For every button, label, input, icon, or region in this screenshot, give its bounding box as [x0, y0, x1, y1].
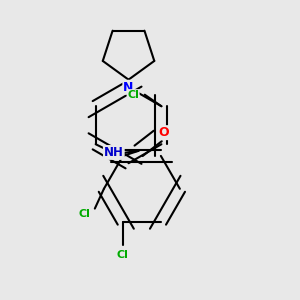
Text: Cl: Cl — [79, 208, 91, 219]
Text: N: N — [123, 81, 134, 94]
Text: NH: NH — [104, 146, 124, 159]
Text: Cl: Cl — [117, 250, 129, 260]
Text: Cl: Cl — [127, 90, 139, 100]
Text: O: O — [158, 126, 169, 139]
